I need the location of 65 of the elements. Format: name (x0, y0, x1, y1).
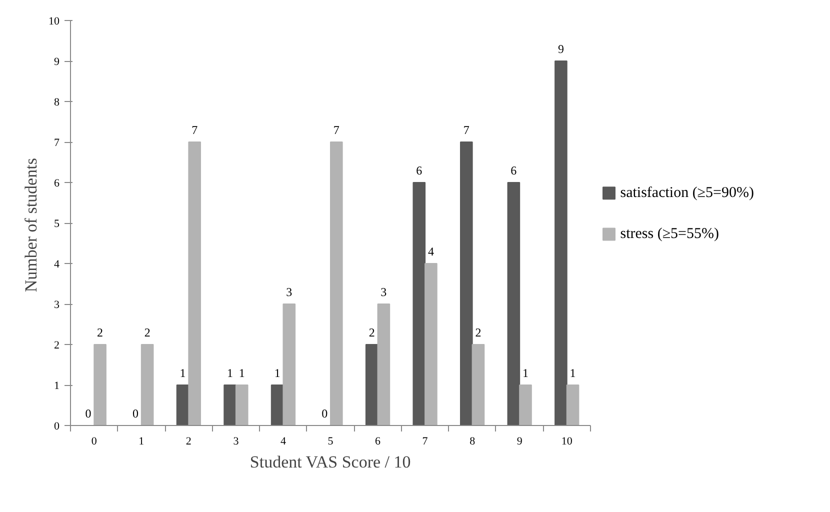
x-tick-label: 10 (561, 436, 573, 448)
y-tick-label: 8 (54, 96, 60, 108)
bar (412, 182, 426, 426)
data-label: 1 (238, 366, 245, 380)
data-label: 3 (380, 285, 387, 299)
data-label: 3 (286, 285, 292, 299)
y-tick-label: 3 (54, 299, 60, 311)
legend-label: stress (≥5=55%) (620, 226, 720, 242)
data-label: 1 (522, 366, 528, 380)
x-tick-label: 3 (233, 436, 240, 448)
bar (224, 384, 236, 426)
y-tick-label: 6 (54, 178, 60, 190)
bar (554, 60, 568, 426)
data-label: 1 (274, 366, 280, 380)
data-label: 2 (97, 326, 104, 340)
x-tick-label: 9 (516, 436, 523, 448)
data-label: 6 (510, 164, 517, 178)
bar (377, 304, 390, 426)
x-tick-label: 4 (280, 436, 286, 448)
bar (460, 142, 473, 426)
y-tick-label: 5 (54, 218, 60, 230)
x-axis-title: Student VAS Score / 10 (250, 452, 411, 472)
data-label: 0 (85, 406, 92, 420)
bar (365, 344, 378, 426)
data-label: 1 (227, 366, 234, 380)
data-label: 6 (416, 164, 422, 178)
data-label: 9 (558, 42, 564, 56)
y-axis-title: Number of students (22, 158, 40, 292)
data-label: 2 (368, 326, 375, 340)
data-label: 2 (144, 326, 150, 340)
bar (235, 384, 248, 426)
x-tick-label: 1 (138, 436, 144, 448)
x-tick-label: 7 (422, 436, 428, 448)
bar (472, 344, 485, 426)
y-tick-label: 1 (54, 380, 60, 392)
data-label: 7 (192, 123, 198, 137)
bar (330, 142, 343, 426)
bar (282, 304, 296, 426)
y-tick-label: 0 (54, 420, 60, 432)
data-label: 1 (180, 366, 186, 380)
bar (566, 384, 580, 426)
y-tick-label: 9 (54, 56, 60, 68)
x-tick-label: 8 (470, 436, 476, 448)
data-label: 7 (463, 123, 470, 137)
y-tick-label: 7 (54, 137, 60, 149)
data-label: 7 (333, 123, 340, 137)
data-label: 2 (475, 326, 482, 340)
bar (519, 384, 532, 426)
y-tick-label: 2 (54, 340, 60, 352)
bar (424, 263, 438, 426)
y-tick-label: 4 (54, 258, 60, 270)
data-label: 1 (570, 366, 576, 380)
bar (507, 182, 520, 426)
x-tick-label: 2 (186, 436, 192, 448)
x-tick-label: 0 (91, 436, 98, 448)
data-label: 0 (132, 406, 138, 420)
bar (140, 344, 154, 426)
data-label: 4 (428, 244, 434, 258)
bar (188, 142, 201, 426)
x-tick-label: 5 (328, 436, 334, 448)
bar (94, 344, 106, 426)
legend-label: satisfaction (≥5=90%) (620, 185, 754, 202)
y-tick-label: 10 (48, 16, 60, 28)
data-label: 0 (322, 406, 328, 420)
x-tick-label: 6 (375, 436, 382, 448)
